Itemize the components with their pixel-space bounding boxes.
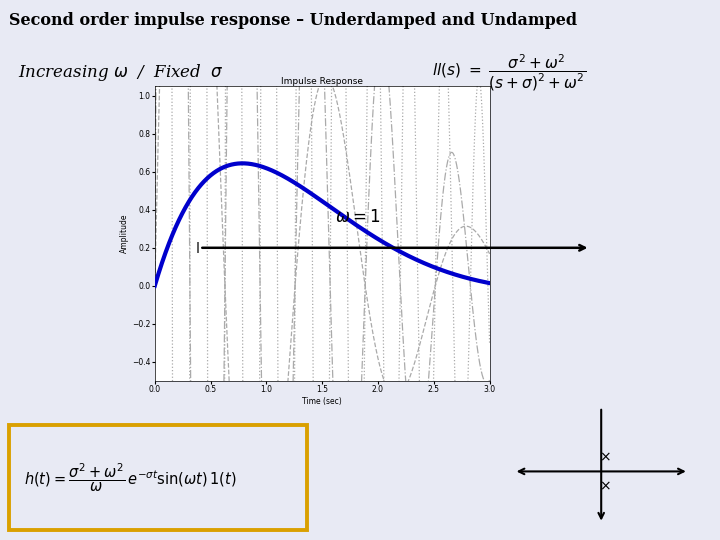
- Y-axis label: Amplitude: Amplitude: [120, 214, 130, 253]
- Text: $\times$: $\times$: [599, 479, 611, 493]
- Text: |: |: [195, 242, 199, 253]
- Text: Increasing $\omega$  /  Fixed  $\sigma$: Increasing $\omega$ / Fixed $\sigma$: [18, 63, 224, 84]
- Title: Impulse Response: Impulse Response: [282, 77, 363, 86]
- Text: Second order impulse response – Underdamped and Undamped: Second order impulse response – Underdam…: [9, 12, 577, 29]
- Text: $\times$: $\times$: [599, 450, 611, 464]
- Text: $ll(s) \ = \ \dfrac{\sigma^2 + \omega^2}{(s+\sigma)^2 + \omega^2}$: $ll(s) \ = \ \dfrac{\sigma^2 + \omega^2}…: [432, 52, 586, 93]
- Text: $h(t) = \dfrac{\sigma^2 + \omega^2}{\omega}\, e^{-\sigma t} \sin(\omega t)\, 1(t: $h(t) = \dfrac{\sigma^2 + \omega^2}{\ome…: [24, 462, 236, 494]
- Text: $\omega = 1$: $\omega = 1$: [335, 209, 381, 226]
- X-axis label: Time (sec): Time (sec): [302, 397, 342, 406]
